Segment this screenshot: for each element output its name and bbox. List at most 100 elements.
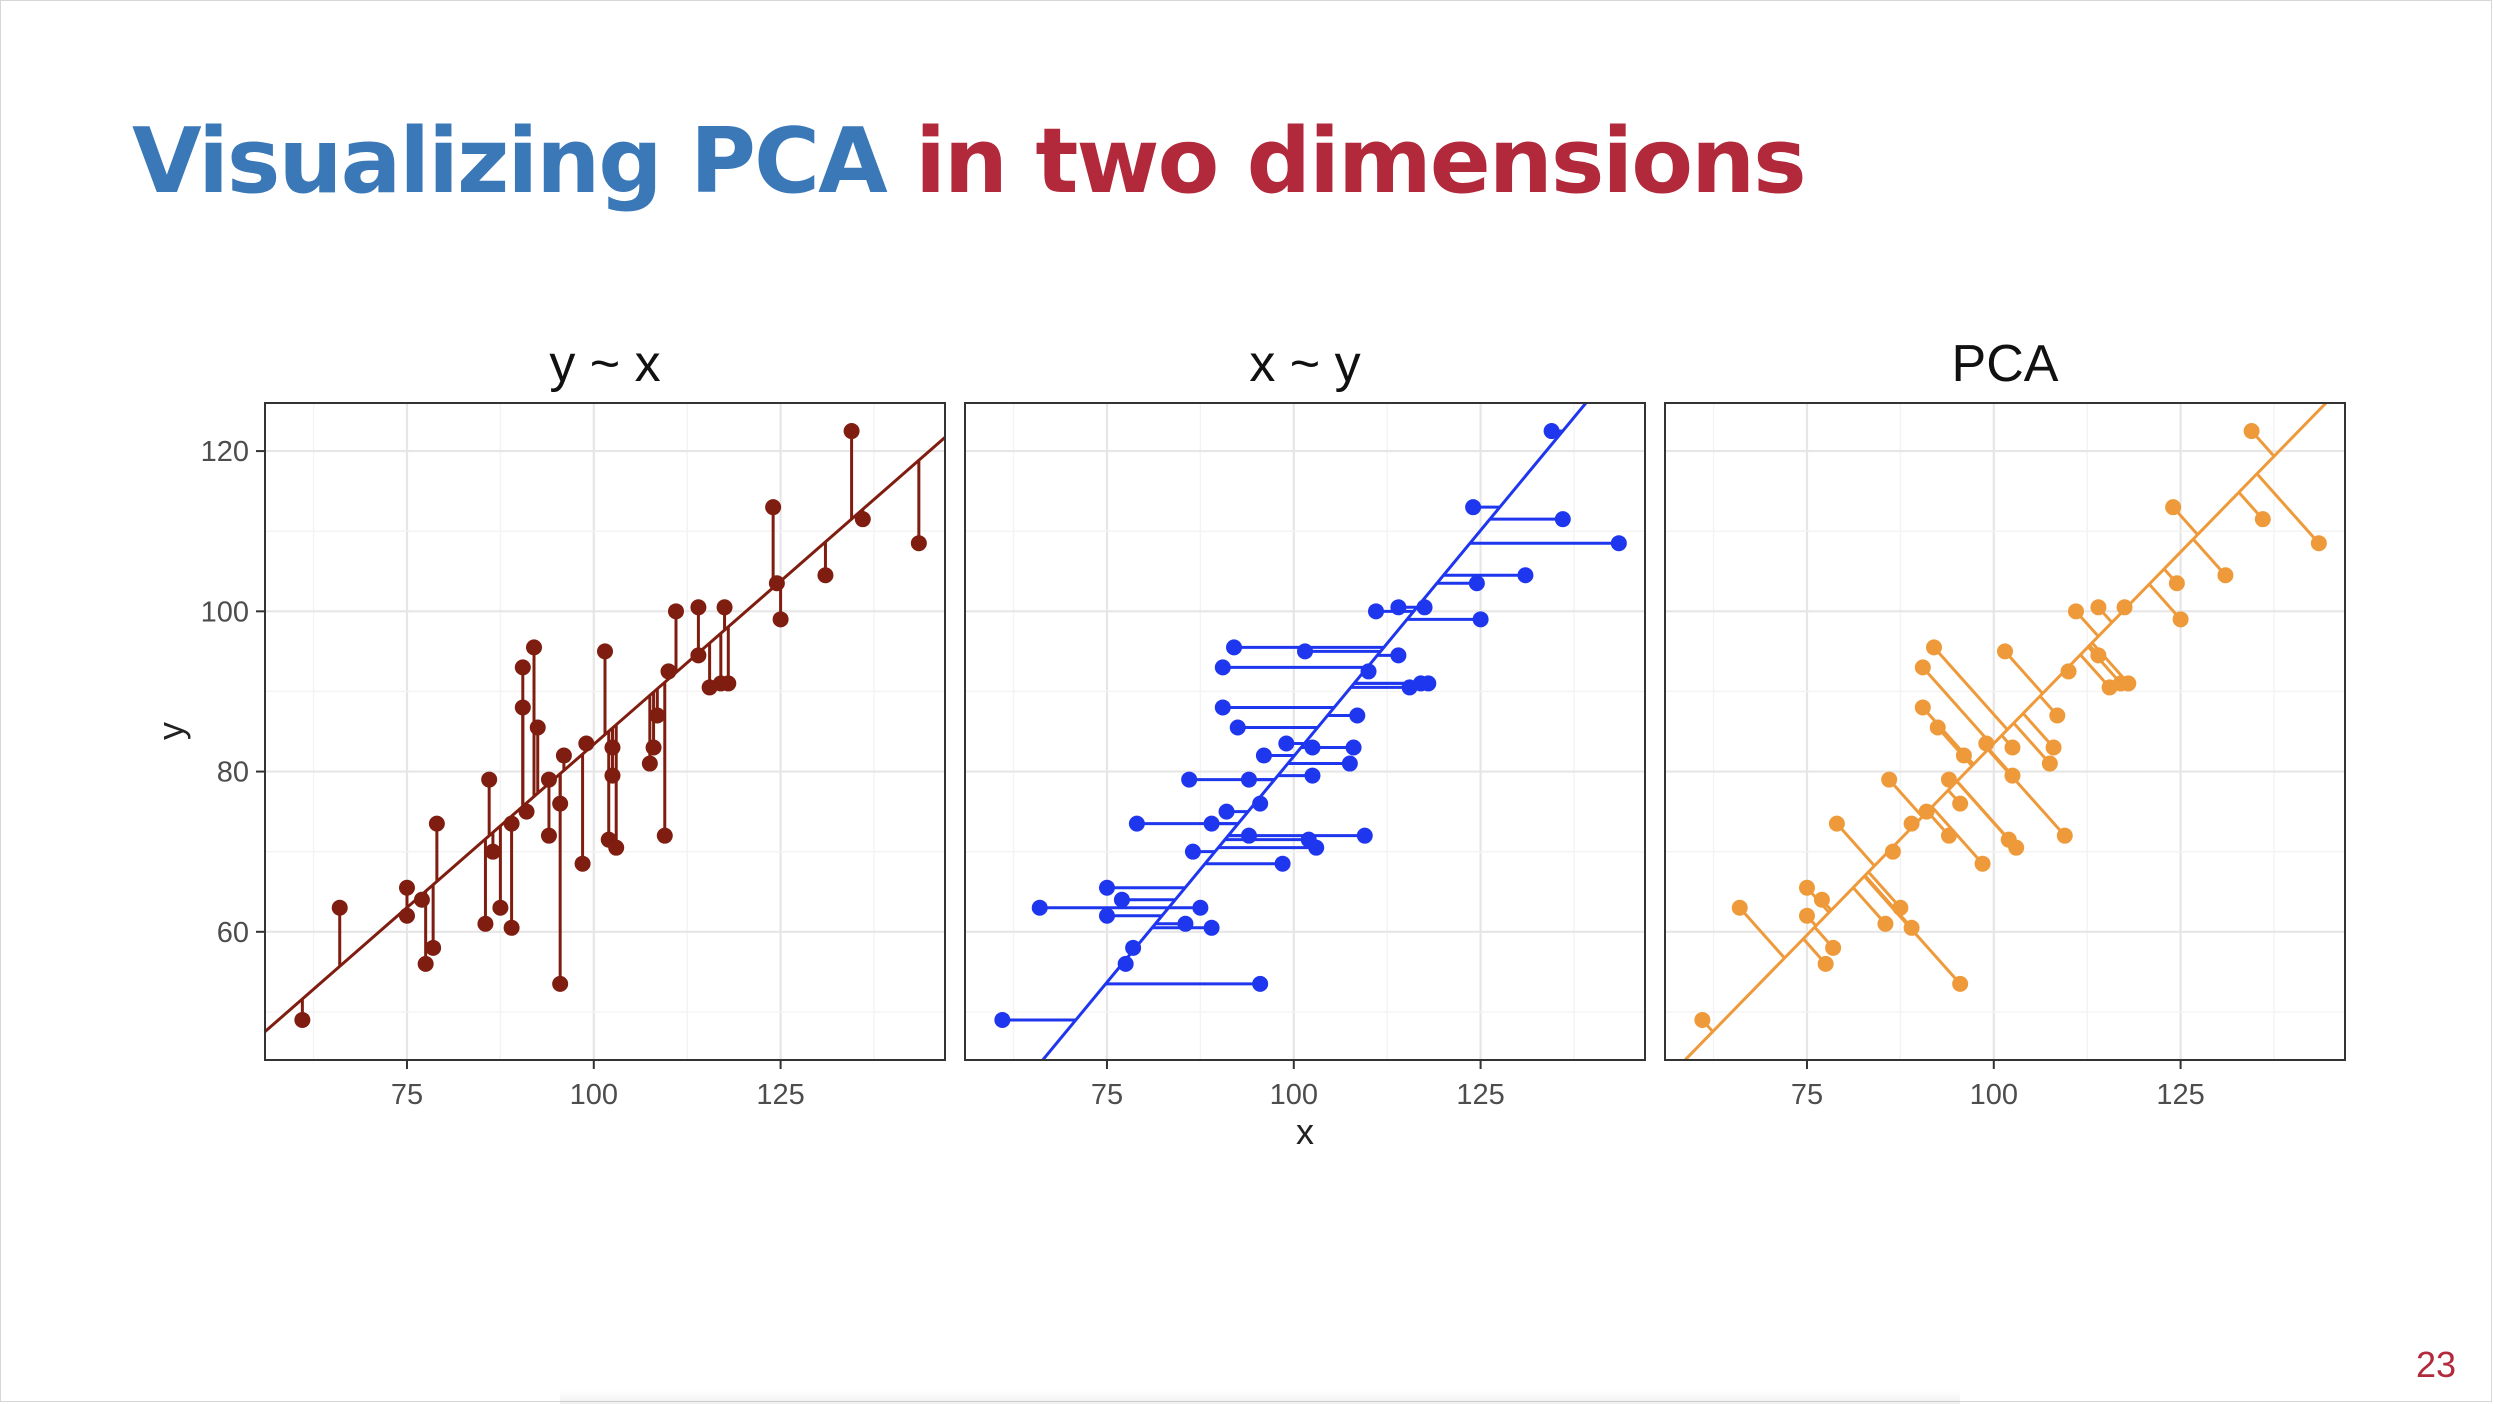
data-point — [1997, 643, 2013, 660]
data-point — [1356, 827, 1373, 844]
data-point — [1304, 767, 1321, 784]
data-point — [1914, 659, 1931, 676]
slide-title: Visualizing PCA in two dimensions — [132, 108, 1807, 216]
data-point — [2045, 739, 2062, 756]
data-point — [817, 567, 834, 584]
residual-segment — [1738, 906, 1786, 960]
fit-line — [265, 436, 945, 1033]
data-point — [1517, 567, 1534, 584]
y-tick-label: 60 — [217, 917, 249, 949]
y-tick-label: 120 — [201, 436, 249, 468]
data-point — [1940, 827, 1957, 844]
data-point — [1543, 423, 1560, 440]
x-tick-label: 125 — [756, 1079, 804, 1111]
data-point — [529, 719, 546, 736]
data-point — [1203, 815, 1220, 832]
data-point — [1367, 603, 1384, 620]
slide-title-part-1: Visualizing PCA — [132, 109, 888, 214]
data-point — [2056, 827, 2073, 844]
data-point — [1798, 907, 1815, 924]
data-point — [540, 827, 557, 844]
x-tick-label: 125 — [1456, 1079, 1504, 1111]
data-point — [2090, 647, 2107, 664]
data-point — [1229, 719, 1246, 736]
data-point — [2067, 603, 2084, 620]
data-point — [2090, 599, 2107, 616]
data-point — [417, 955, 434, 972]
data-point — [1554, 511, 1571, 528]
data-point — [555, 747, 572, 764]
data-point — [1098, 907, 1115, 924]
x-tick-label: 75 — [391, 1079, 423, 1111]
slide-title-part-2: in two dimensions — [915, 109, 1807, 214]
panel-border — [964, 402, 1646, 1061]
x-tick-label: 100 — [1270, 1079, 1318, 1111]
data-point — [720, 675, 737, 692]
data-point — [1341, 755, 1358, 772]
data-point — [1203, 919, 1220, 936]
residual-segment — [1932, 646, 2009, 731]
residual-segment — [1852, 886, 1887, 925]
data-point — [540, 771, 557, 788]
data-point — [1345, 739, 1362, 756]
data-point — [398, 907, 415, 924]
data-point — [765, 499, 782, 516]
data-point — [514, 659, 531, 676]
data-point — [1252, 795, 1269, 812]
data-point — [1214, 699, 1231, 716]
data-point — [1903, 919, 1920, 936]
data-point — [1113, 891, 1130, 908]
data-point — [1952, 975, 1969, 992]
data-point — [1274, 855, 1291, 872]
residual-segment — [2255, 472, 2320, 545]
data-point — [1881, 771, 1898, 788]
data-point — [1252, 975, 1269, 992]
data-point — [1978, 735, 1995, 752]
data-point — [2049, 707, 2066, 724]
x-axis-label: x — [1296, 1111, 1314, 1152]
data-point — [1955, 747, 1972, 764]
data-point — [994, 1011, 1011, 1028]
data-point — [492, 899, 509, 916]
data-point — [2172, 611, 2189, 628]
data-point — [1828, 815, 1845, 832]
data-point — [1929, 719, 1946, 736]
data-point — [1914, 699, 1931, 716]
data-point — [1798, 879, 1815, 896]
y-tick-label: 100 — [201, 596, 249, 628]
data-point — [1472, 611, 1489, 628]
data-point — [843, 423, 860, 440]
gridlines — [265, 403, 945, 1060]
data-point — [1278, 735, 1295, 752]
data-point — [578, 735, 595, 752]
fit-line — [1040, 403, 1588, 1060]
data-point — [1390, 647, 1407, 664]
fit-line — [1682, 403, 2329, 1060]
panel-1: y ~ x 75 100 125 60 80 100 120 — [201, 335, 946, 1111]
data-point — [1128, 815, 1145, 832]
data-point — [2243, 423, 2260, 440]
data-point — [1390, 599, 1407, 616]
gridlines — [965, 403, 1645, 1060]
data-point — [1694, 1011, 1711, 1028]
data-point — [1255, 747, 1272, 764]
data-point — [1304, 739, 1321, 756]
data-point — [2168, 575, 2185, 592]
data-point — [477, 915, 494, 932]
bottom-shadow — [560, 1390, 1960, 1404]
residual-segment — [1930, 805, 1984, 865]
data-point — [1610, 535, 1627, 552]
data-layer — [1682, 403, 2329, 1060]
data-point — [2004, 739, 2021, 756]
data-point — [1360, 663, 1377, 680]
data-point — [604, 739, 621, 756]
data-point — [1240, 771, 1257, 788]
data-point — [1177, 915, 1194, 932]
data-point — [1031, 899, 1048, 916]
data-point — [1192, 899, 1209, 916]
data-point — [1731, 899, 1748, 916]
data-point — [1240, 827, 1257, 844]
data-point — [2310, 535, 2327, 552]
data-point — [1181, 771, 1198, 788]
